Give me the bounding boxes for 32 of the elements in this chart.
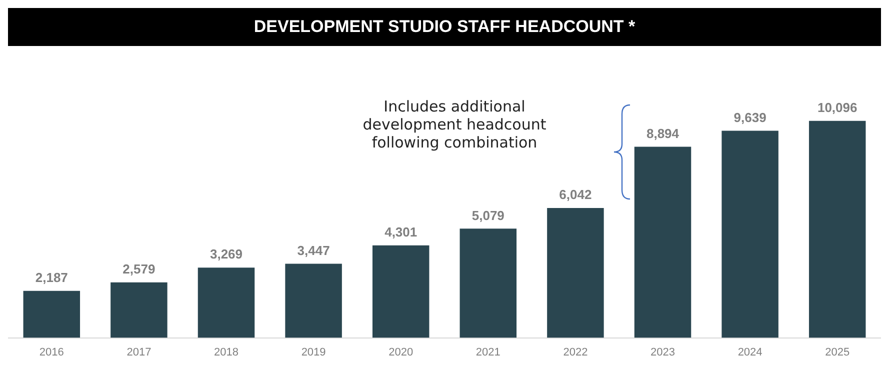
bar	[547, 208, 604, 338]
data-label: 5,079	[472, 208, 504, 223]
data-label: 6,042	[559, 187, 592, 202]
chart-title: DEVELOPMENT STUDIO STAFF HEADCOUNT *	[8, 8, 881, 46]
bar	[808, 120, 866, 338]
data-label: 3,269	[210, 246, 243, 262]
x-tick-label: 2022	[563, 346, 588, 358]
data-label: 2,579	[122, 261, 156, 276]
data-label: 9,639	[734, 110, 766, 125]
x-tick-label: 2023	[650, 346, 675, 358]
x-tick-label: 2017	[126, 346, 152, 358]
x-tick-label: 2019	[301, 346, 326, 358]
bar	[198, 268, 255, 338]
bar	[634, 146, 692, 338]
bar	[722, 130, 778, 338]
x-tick-label: 2016	[39, 346, 64, 358]
bar	[372, 245, 430, 338]
x-tick-label: 2021	[476, 346, 500, 358]
bar	[285, 264, 342, 338]
x-tick-label: 2024	[738, 346, 762, 358]
data-label: 3,447	[297, 242, 330, 258]
data-label: 10,096	[817, 100, 858, 115]
x-tick-label: 2020	[388, 346, 414, 358]
bar	[23, 290, 80, 338]
bar	[110, 282, 168, 338]
data-label: 4,301	[384, 224, 418, 240]
annotation: Includes additional development headcount following combination	[362, 97, 546, 152]
data-label: 2,187	[35, 270, 68, 285]
bar	[460, 228, 517, 338]
x-tick-label: 2025	[825, 346, 850, 358]
data-label: 8,894	[646, 126, 680, 141]
x-tick-label: 2018	[214, 346, 238, 358]
